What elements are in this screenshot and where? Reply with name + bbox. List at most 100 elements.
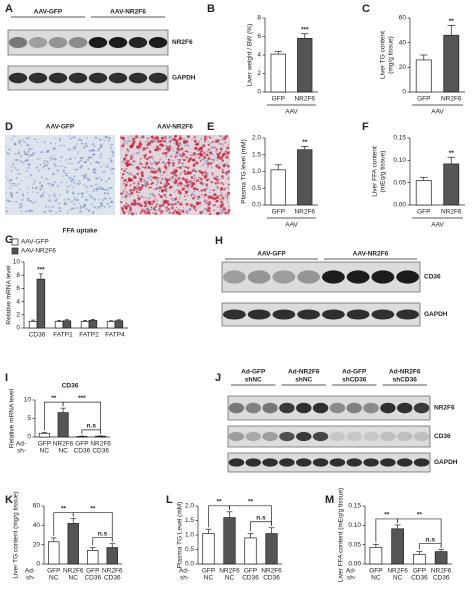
nucleus xyxy=(51,183,55,186)
lipid-droplet xyxy=(181,177,185,181)
nucleus xyxy=(51,205,55,208)
nucleus xyxy=(48,195,51,197)
lipid-droplet xyxy=(171,206,174,210)
nucleus xyxy=(189,154,192,156)
nucleus xyxy=(65,189,69,192)
nucleus xyxy=(220,209,225,212)
lipid-droplet xyxy=(133,186,137,190)
lipid-droplet xyxy=(153,146,155,148)
nucleus xyxy=(97,147,101,150)
nucleus xyxy=(178,198,181,200)
nucleus xyxy=(41,193,44,196)
y-tick-label: 0.0 xyxy=(252,202,261,209)
lipid-droplet xyxy=(143,200,147,205)
nucleus xyxy=(207,141,209,143)
nucleus xyxy=(159,174,162,177)
nucleus xyxy=(84,173,88,175)
nucleus xyxy=(127,181,129,185)
nucleus xyxy=(148,208,152,211)
nucleus xyxy=(101,188,104,191)
nucleus xyxy=(138,161,141,163)
bar xyxy=(265,533,278,565)
nucleus xyxy=(201,164,203,167)
lipid-droplet xyxy=(176,197,178,199)
lipid-droplet xyxy=(220,188,223,191)
nucleus xyxy=(47,150,49,152)
nucleus xyxy=(86,158,90,161)
lipid-droplet xyxy=(195,143,199,146)
bar xyxy=(76,436,88,438)
nucleus xyxy=(68,176,72,179)
lipid-droplet xyxy=(174,197,177,201)
row-label: Ad- xyxy=(346,568,356,575)
lipid-droplet xyxy=(163,139,166,142)
y-axis-label: Plasma TG Level (mM) xyxy=(177,502,184,569)
nucleus xyxy=(156,199,158,202)
lipid-droplet xyxy=(216,152,220,156)
lipid-droplet xyxy=(200,193,203,196)
lipid-droplet xyxy=(198,149,201,152)
nucleus xyxy=(44,164,48,167)
lipid-droplet xyxy=(158,193,161,196)
nucleus xyxy=(125,197,128,199)
x-tick-label: NR2F6 xyxy=(387,568,408,575)
lipid-droplet xyxy=(121,176,124,179)
nucleus xyxy=(151,192,155,195)
nucleus xyxy=(80,139,83,142)
lipid-droplet xyxy=(200,159,203,161)
nucleus xyxy=(15,158,19,162)
x-tick-label: NR2F6 xyxy=(102,568,123,575)
lipid-droplet xyxy=(125,168,128,170)
nucleus xyxy=(92,154,96,156)
nucleus xyxy=(89,162,93,165)
x-tick-label: NR2F6 xyxy=(90,441,111,448)
nucleus xyxy=(81,174,84,177)
lipid-droplet xyxy=(155,178,157,180)
lipid-droplet xyxy=(162,174,164,176)
nucleus xyxy=(198,140,200,143)
blot-band xyxy=(396,270,420,284)
chart-title: FFA uptake xyxy=(63,228,98,235)
bar xyxy=(54,321,64,329)
nucleus xyxy=(76,168,78,171)
x-tick-label: NR2F6 xyxy=(219,568,240,575)
lipid-droplet xyxy=(157,177,160,180)
nucleus xyxy=(18,189,22,191)
nucleus xyxy=(78,151,80,153)
nucleus xyxy=(20,160,23,162)
lipid-droplet xyxy=(179,153,181,156)
nucleus xyxy=(126,193,130,195)
nucleus xyxy=(40,151,43,154)
nucleus xyxy=(80,192,85,195)
x-tick-label: GFP xyxy=(202,568,215,575)
blot-band xyxy=(297,270,321,284)
nucleus xyxy=(173,192,176,194)
nucleus xyxy=(169,177,172,180)
blot-band xyxy=(371,309,395,320)
lipid-droplet xyxy=(186,166,190,170)
blot-band xyxy=(245,431,261,442)
bar xyxy=(369,547,383,565)
nucleus xyxy=(131,164,133,167)
lipid-droplet xyxy=(195,161,199,165)
nucleus xyxy=(93,172,97,174)
nucleus xyxy=(68,135,71,137)
nucleus xyxy=(56,185,59,188)
x-tick-label: FATP4 xyxy=(105,332,125,339)
nucleus xyxy=(90,150,93,152)
nucleus xyxy=(47,210,50,212)
lipid-droplet xyxy=(148,200,152,204)
lipid-droplet xyxy=(206,199,208,201)
nucleus xyxy=(79,210,83,213)
nucleus xyxy=(200,137,202,140)
nucleus xyxy=(99,143,102,147)
nucleus xyxy=(147,197,151,200)
lipid-droplet xyxy=(126,163,130,167)
lipid-droplet xyxy=(140,210,144,213)
nucleus xyxy=(92,149,96,152)
nucleus xyxy=(10,195,13,198)
nucleus xyxy=(85,187,89,189)
significance: ** xyxy=(61,505,67,512)
lipid-droplet xyxy=(166,178,169,182)
nucleus xyxy=(72,168,75,170)
